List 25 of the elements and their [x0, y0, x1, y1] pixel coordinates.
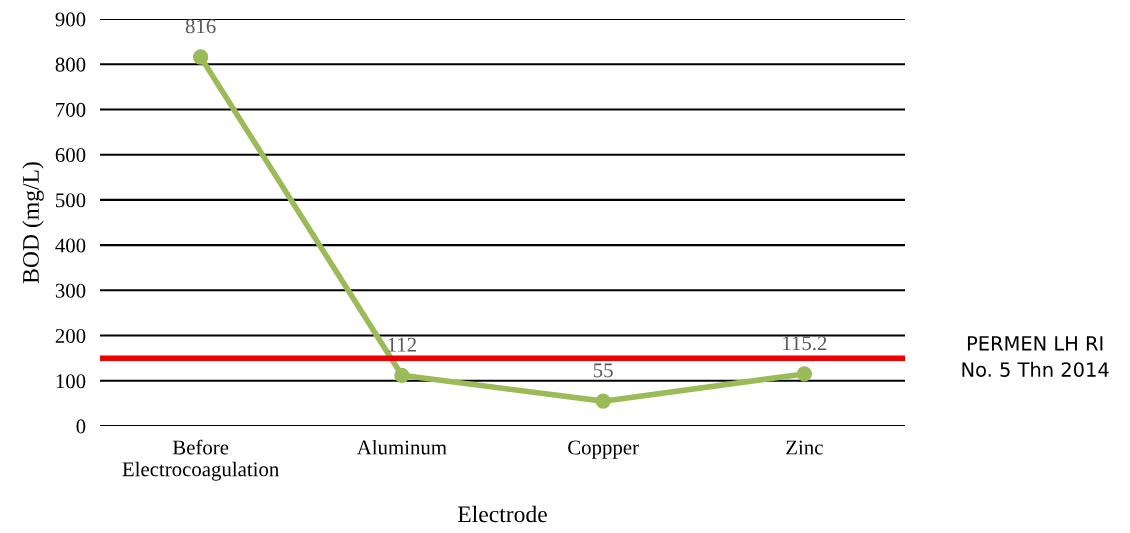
y-tick-label: 100	[56, 374, 86, 389]
y-tick-label: 400	[55, 238, 86, 253]
y-tick-label: 0	[76, 419, 86, 434]
y-axis-title: BOD (mg/L)	[22, 162, 44, 284]
x-tick-label: Aluminum	[356, 439, 447, 455]
data-label: 55	[593, 363, 613, 378]
point	[595, 393, 611, 409]
y-tick-label: 900	[55, 12, 86, 27]
x-tick-label: Zinc	[786, 440, 823, 455]
y-tick-label: 200	[55, 328, 86, 343]
point	[796, 366, 813, 382]
data-label: 115.2	[783, 336, 827, 351]
point	[394, 367, 410, 383]
x-axis-title: Electrode	[457, 505, 547, 523]
y-tick-label: 600	[55, 148, 86, 163]
y-tick-label: 300	[55, 283, 86, 298]
y-tick-label: 700	[56, 102, 86, 117]
y-tick-label: 800	[55, 57, 86, 72]
ref-line-label: PERMEN LH RI No. 5 Thn 2014	[962, 336, 1109, 377]
x-tick-label: Before Electrocoagulation	[122, 439, 279, 481]
data-label: 112	[388, 337, 416, 352]
y-tick-label: 500	[56, 193, 86, 208]
data-label: 816	[185, 19, 216, 34]
point	[192, 49, 209, 65]
x-tick-label: Coppper	[568, 440, 639, 459]
